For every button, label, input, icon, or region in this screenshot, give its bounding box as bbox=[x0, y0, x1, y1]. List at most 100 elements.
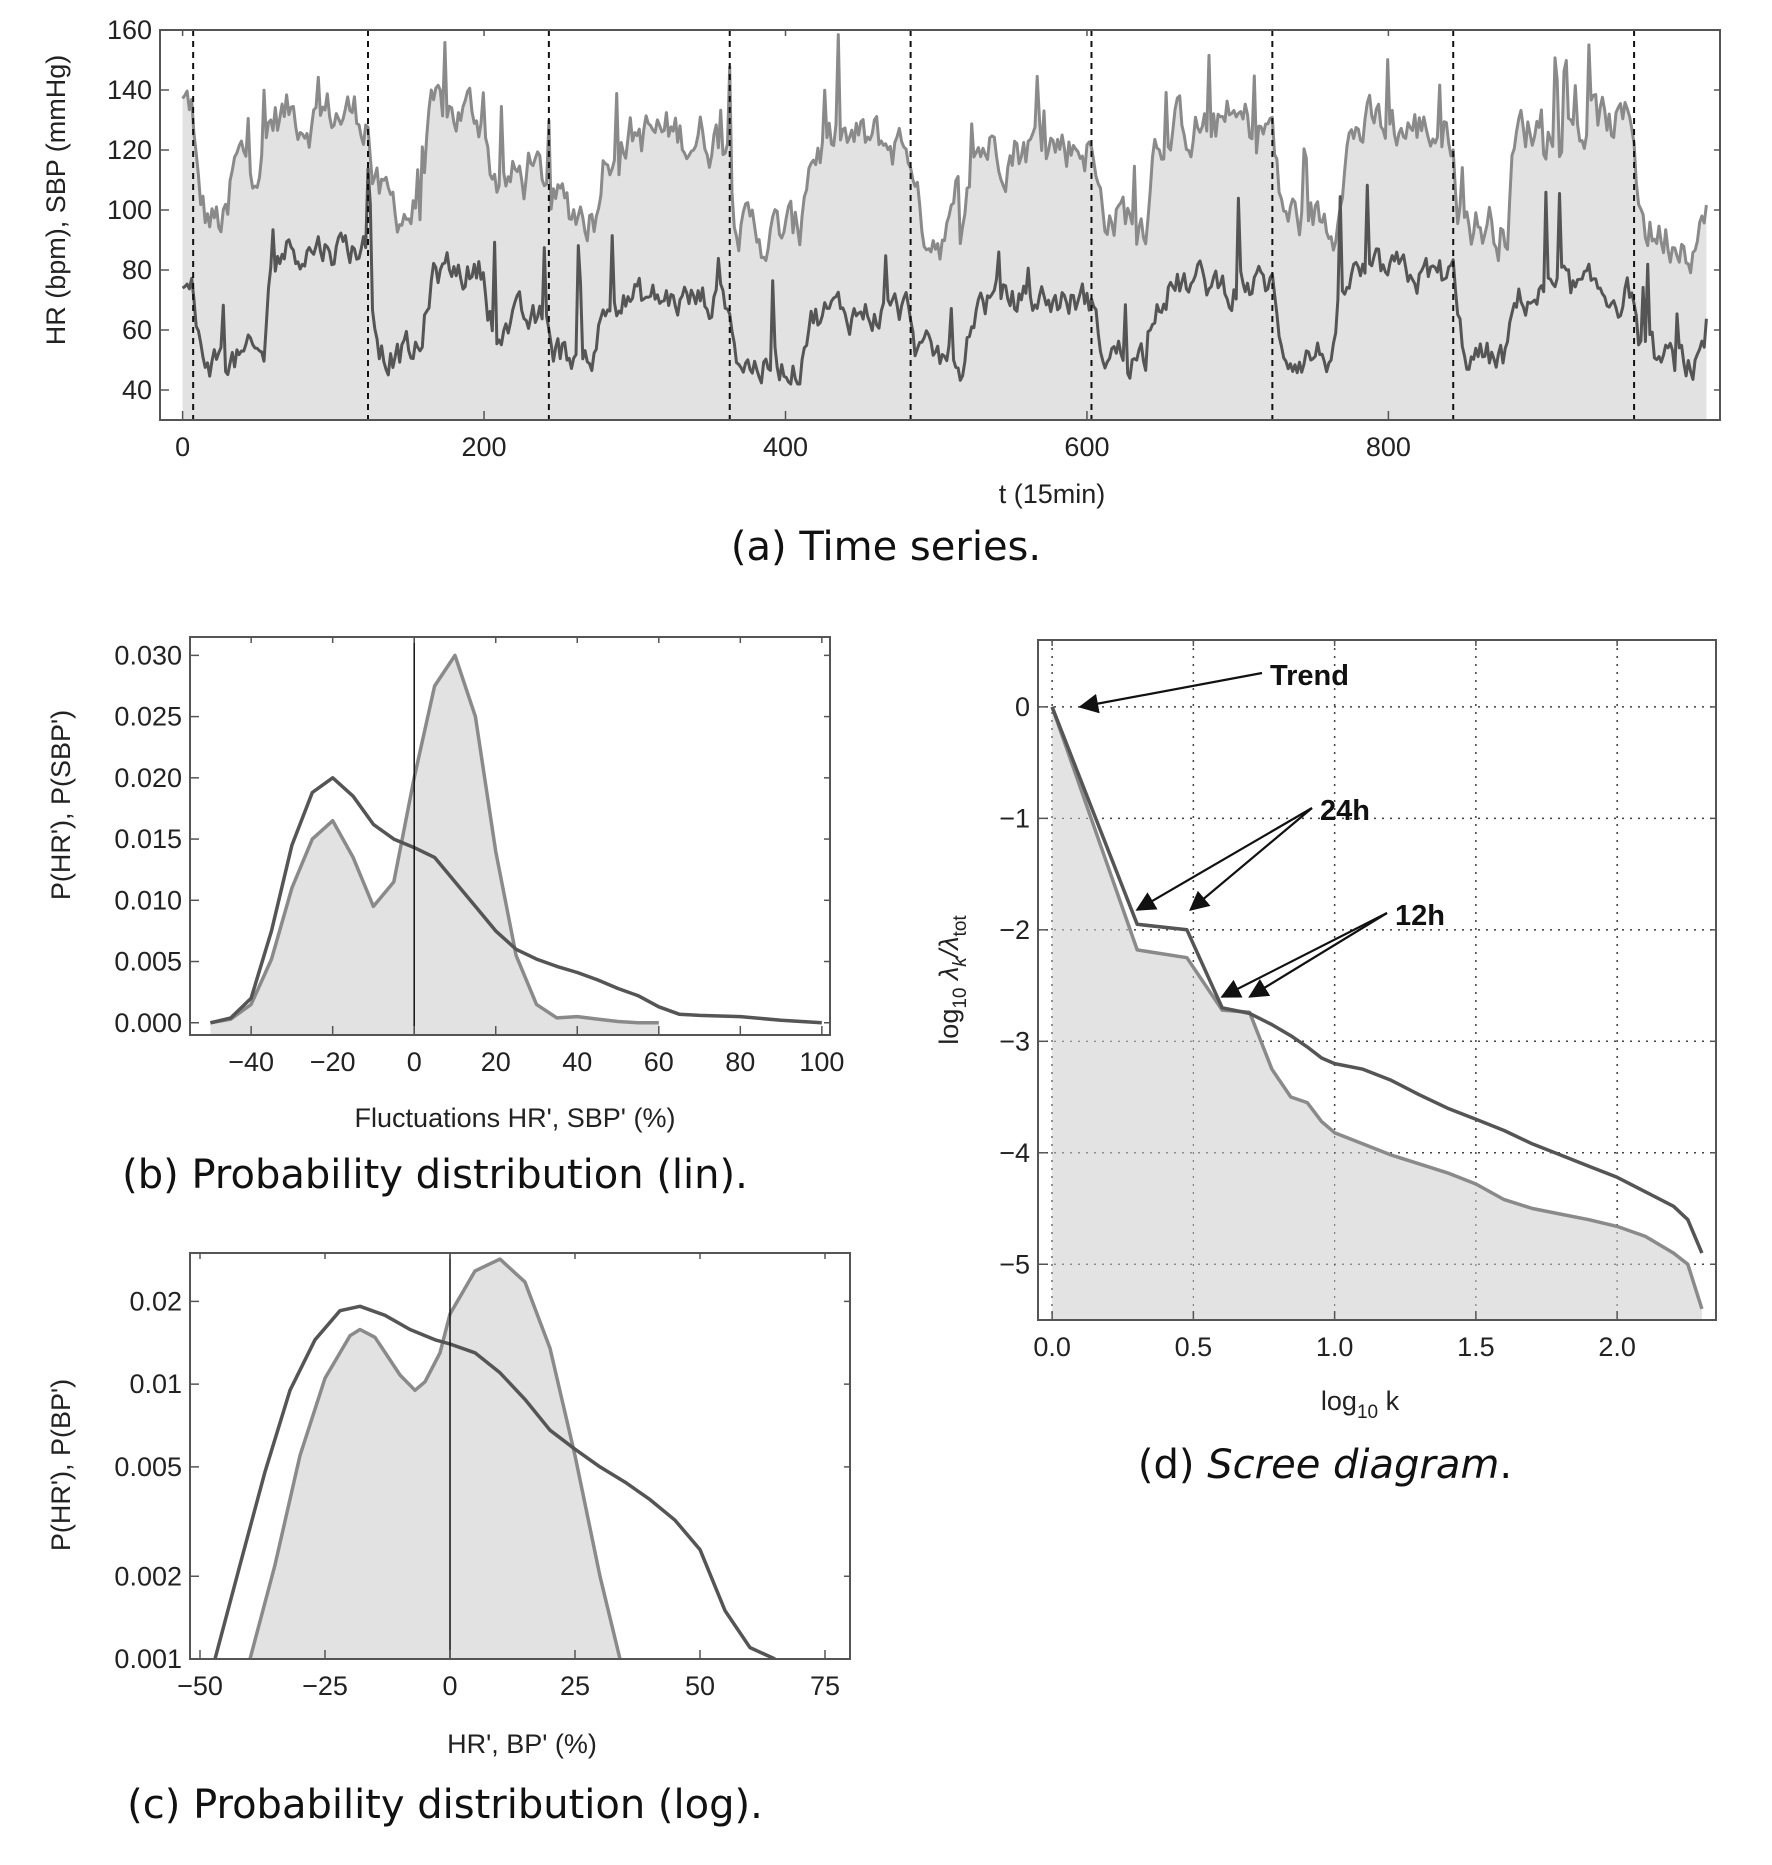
panel-a-xtick-label: 800 bbox=[1366, 432, 1411, 462]
panel-d-caption: (d) Scree diagram. bbox=[1138, 1442, 1512, 1488]
panel-d-xlabel: log10 k bbox=[1321, 1386, 1400, 1423]
panel-a-ytick-label: 160 bbox=[107, 15, 152, 45]
panel-a-ytick-label: 60 bbox=[122, 315, 152, 345]
panel-a-xlabel: t (15min) bbox=[999, 479, 1106, 509]
panel-a-sbp-area bbox=[182, 34, 1707, 420]
panel-c-frame bbox=[189, 1252, 851, 1660]
panel-d-frame bbox=[1037, 639, 1717, 1321]
panel-d-xlabel-sub: 10 bbox=[1357, 1402, 1378, 1423]
panel-d-ylabel: log10 λk/λtot bbox=[934, 915, 971, 1045]
panel-c-xtick-label: 75 bbox=[810, 1671, 840, 1701]
panel-d-xlabel-log: log bbox=[1321, 1386, 1357, 1416]
panel-b-ytick-label: 0.000 bbox=[114, 1008, 182, 1038]
panel-d-annotation-12h: 12h bbox=[1395, 900, 1445, 932]
panel-a-time-series: 0 200 400 600 800 40 60 80 100 120 140 160 t (15min… bbox=[41, 15, 1721, 570]
panel-d-annotation-arrow bbox=[1220, 912, 1388, 998]
panel-c-xtick-label: 50 bbox=[685, 1671, 715, 1701]
panel-d-ytick-label: −1 bbox=[999, 803, 1030, 833]
panel-d-plot-area: 0.0 0.5 1.0 1.5 2.0 0 −1 −2 −3 −4 −5 Trend 24h 12h bbox=[999, 639, 1717, 1362]
panel-c-area-fill bbox=[250, 1259, 620, 1659]
panel-d-ytick-label: −5 bbox=[999, 1249, 1030, 1279]
panel-c-series-hr-prime bbox=[213, 1304, 776, 1659]
panel-a-xtick-label: 0 bbox=[175, 432, 190, 462]
panel-d-xtick-label: 0.5 bbox=[1175, 1332, 1213, 1362]
panel-d-ylabel-lambda: λ bbox=[934, 967, 964, 988]
panel-d-caption-prefix: (d) bbox=[1138, 1442, 1207, 1488]
panel-c-xtick-label: 0 bbox=[442, 1671, 457, 1701]
panel-d-ytick-label: −4 bbox=[999, 1138, 1030, 1168]
panel-a-ytick-label: 140 bbox=[107, 75, 152, 105]
panel-d-ytick-label: −3 bbox=[999, 1026, 1030, 1056]
panel-c-clipped bbox=[213, 1257, 776, 1659]
panel-b-caption: (b) Probability distribution (lin). bbox=[122, 1152, 748, 1198]
panel-d-caption-italic: Scree diagram bbox=[1207, 1442, 1499, 1488]
panel-d-xtick-label: 0.0 bbox=[1033, 1332, 1071, 1362]
panel-d-annotation-arrow bbox=[1189, 807, 1313, 912]
panel-d-xlabel-var: k bbox=[1378, 1386, 1400, 1416]
panel-c-xtick-label: 25 bbox=[560, 1671, 590, 1701]
panel-d-ylabel-sub: 10 bbox=[950, 988, 971, 1009]
panel-b-area-fill bbox=[210, 655, 659, 1035]
panel-c-ytick-label: 0.02 bbox=[129, 1286, 182, 1316]
panel-c-ytick-label: 0.01 bbox=[129, 1369, 182, 1399]
panel-d-annotation-24h: 24h bbox=[1320, 795, 1370, 827]
panel-c-probability-log: −50 −25 0 25 50 75 0.001 0.002 0.005 0.01 0.02 HR'… bbox=[46, 1252, 851, 1828]
panel-a-frame bbox=[159, 29, 1721, 421]
panel-b-xtick-label: 100 bbox=[799, 1047, 844, 1077]
panel-d-scree-diagram: 0.0 0.5 1.0 1.5 2.0 0 −1 −2 −3 −4 −5 Trend 24h 12h lo… bbox=[934, 639, 1717, 1488]
panel-d-ylabel-k: k bbox=[950, 956, 971, 967]
panel-a-xtick-label: 200 bbox=[462, 432, 507, 462]
panel-b-probability-lin: −40 −20 0 20 40 60 80 100 0.000 0.005 0.010 0.015 0.… bbox=[46, 636, 844, 1198]
panel-a-caption: (a) Time series. bbox=[731, 524, 1041, 570]
panel-c-xtick-label: −50 bbox=[177, 1671, 223, 1701]
panel-a-ylabel: HR (bpm), SBP (mmHg) bbox=[41, 55, 71, 346]
panel-a-ytick-label: 120 bbox=[107, 135, 152, 165]
panel-b-ytick-label: 0.030 bbox=[114, 640, 182, 670]
panel-b-xlabel: Fluctuations HR', SBP' (%) bbox=[355, 1103, 676, 1133]
panel-b-ytick-label: 0.020 bbox=[114, 763, 182, 793]
panel-a-xtick-label: 600 bbox=[1064, 432, 1109, 462]
panel-b-ytick-label: 0.025 bbox=[114, 702, 182, 732]
panel-d-area-fill bbox=[1052, 706, 1702, 1320]
panel-b-xtick-label: 60 bbox=[644, 1047, 674, 1077]
panel-c-xlabel: HR', BP' (%) bbox=[447, 1729, 597, 1759]
panel-a-xtick-label: 400 bbox=[763, 432, 808, 462]
panel-b-xtick-label: 40 bbox=[562, 1047, 592, 1077]
panel-c-plot-area: −50 −25 0 25 50 75 0.001 0.002 0.005 0.01 0.02 bbox=[114, 1252, 851, 1701]
panel-b-clipped bbox=[209, 653, 822, 1035]
panel-d-xtick-label: 1.5 bbox=[1457, 1332, 1495, 1362]
panel-b-ylabel: P(HR'), P(SBP') bbox=[46, 710, 76, 900]
panel-d-ytick-label: 0 bbox=[1015, 692, 1030, 722]
panel-d-annotation-trend: Trend bbox=[1270, 660, 1349, 692]
panel-b-xtick-label: 0 bbox=[407, 1047, 422, 1077]
panel-b-xtick-label: −40 bbox=[228, 1047, 274, 1077]
panel-c-caption: (c) Probability distribution (log). bbox=[127, 1782, 763, 1828]
panel-b-ytick-label: 0.010 bbox=[114, 885, 182, 915]
panel-d-xtick-label: 1.0 bbox=[1316, 1332, 1354, 1362]
panel-c-ytick-label: 0.002 bbox=[114, 1561, 182, 1591]
panel-a-ytick-label: 100 bbox=[107, 195, 152, 225]
panel-d-ytick-label: −2 bbox=[999, 915, 1030, 945]
panel-b-xtick-label: 20 bbox=[481, 1047, 511, 1077]
panel-d-annotation-arrow bbox=[1248, 912, 1388, 998]
panel-d-xtick-label: 2.0 bbox=[1598, 1332, 1636, 1362]
panel-a-ytick-label: 40 bbox=[122, 375, 152, 405]
panel-b-series-sbp-prime bbox=[210, 653, 659, 1025]
panel-b-series-hr-prime bbox=[209, 776, 822, 1025]
panel-c-ytick-label: 0.001 bbox=[114, 1644, 182, 1674]
panel-b-frame bbox=[189, 636, 831, 1036]
panel-c-xtick-label: −25 bbox=[302, 1671, 348, 1701]
panel-c-ylabel: P(HR'), P(BP') bbox=[46, 1379, 76, 1551]
panel-d-annotation-arrow bbox=[1078, 671, 1263, 714]
panel-b-plot-area: −40 −20 0 20 40 60 80 100 0.000 0.005 0.010 0.015 0.… bbox=[114, 636, 844, 1077]
panel-d-series-hr bbox=[1050, 706, 1704, 1254]
panel-d-ylabel-log: log bbox=[934, 1009, 964, 1045]
panel-a-plot-area: 0 200 400 600 800 40 60 80 100 120 140 160 bbox=[107, 15, 1721, 462]
panel-a-ytick-label: 80 bbox=[122, 255, 152, 285]
panel-d-caption-suffix: . bbox=[1499, 1442, 1512, 1488]
panel-b-ytick-label: 0.005 bbox=[114, 947, 182, 977]
panel-c-series-bp-prime bbox=[248, 1257, 622, 1659]
panel-d-annotation-arrow bbox=[1135, 807, 1313, 911]
panel-b-ytick-label: 0.015 bbox=[114, 824, 182, 854]
